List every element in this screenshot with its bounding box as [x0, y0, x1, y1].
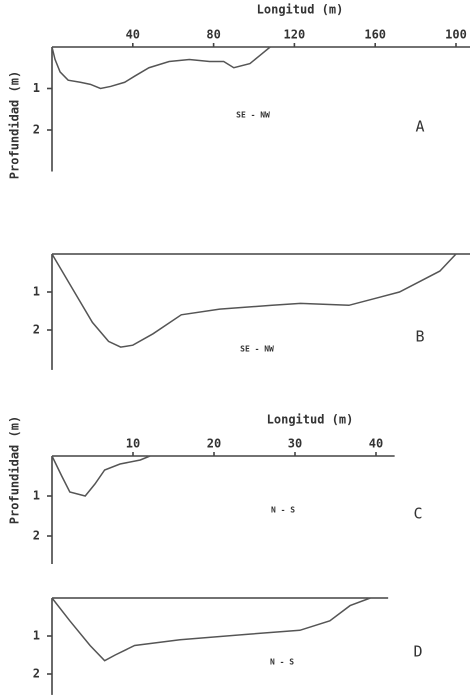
- profile-line: [51, 253, 457, 348]
- annotation: N - S: [270, 658, 294, 667]
- y-axis-label: Profundidad (m): [8, 416, 22, 524]
- profile-line: [51, 455, 151, 497]
- annotation: SE - NW: [236, 111, 270, 120]
- panel-label: A: [415, 118, 424, 136]
- x-tick-label: 80: [206, 28, 220, 42]
- panel-label: D: [413, 643, 422, 661]
- x-tick-label: 120: [284, 28, 306, 42]
- y-tick-label: 1: [33, 629, 40, 643]
- x-tick-label: 160: [364, 28, 386, 42]
- x-tick-label: 40: [126, 28, 140, 42]
- annotation: N - S: [271, 506, 295, 515]
- x-tick-label: 20: [207, 437, 221, 451]
- x-tick-label: 100: [445, 28, 467, 42]
- x-tick-label: 10: [126, 437, 140, 451]
- profile-line: [51, 597, 371, 662]
- panel-label: C: [413, 505, 422, 523]
- y-tick-label: 1: [33, 489, 40, 503]
- panel-label: B: [415, 328, 424, 346]
- y-tick-label: 1: [33, 81, 40, 95]
- x-axis-label: Longitud (m): [267, 413, 354, 427]
- y-axis-label: Profundidad (m): [8, 71, 22, 179]
- y-tick-label: 2: [33, 323, 40, 337]
- x-tick-label: 40: [369, 437, 383, 451]
- y-tick-label: 2: [33, 667, 40, 681]
- y-tick-label: 1: [33, 285, 40, 299]
- y-tick-label: 2: [33, 529, 40, 543]
- x-axis-label: Longitud (m): [257, 3, 344, 17]
- annotation: SE - NW: [240, 345, 274, 354]
- profile-line: [51, 46, 271, 90]
- x-tick-label: 30: [288, 437, 302, 451]
- y-tick-label: 2: [33, 123, 40, 137]
